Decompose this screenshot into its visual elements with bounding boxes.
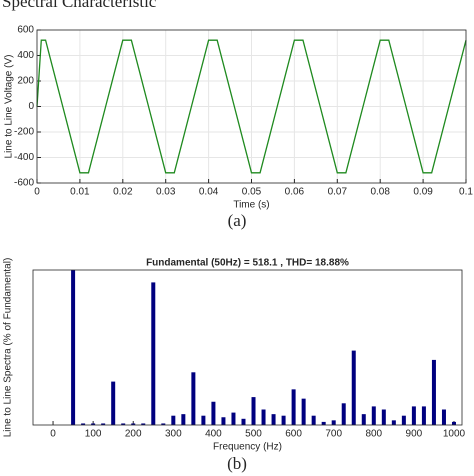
x-tick-label: 0.02 (113, 187, 133, 198)
y-tick-label: -200 (14, 127, 34, 138)
bar (371, 406, 376, 425)
bar (281, 415, 286, 425)
y-tick-label: -400 (14, 152, 34, 163)
bar (181, 414, 186, 425)
bar (411, 406, 416, 425)
bar (351, 350, 356, 425)
bar (241, 418, 246, 425)
x-tick-label: 0.08 (370, 187, 390, 198)
bar (171, 415, 176, 425)
bar (381, 409, 386, 425)
bar (401, 415, 406, 425)
y-tick-label: 200 (17, 76, 34, 87)
bar (311, 415, 316, 425)
bar (141, 423, 146, 425)
y-tick-label: 0 (28, 101, 34, 112)
x-tick-label: 0.1 (459, 187, 473, 198)
chart-title: Fundamental (50Hz) = 518.1 , THD= 18.88% (146, 258, 349, 269)
x-tick-label: 0.09 (413, 187, 433, 198)
bar (151, 282, 156, 425)
bar (321, 421, 326, 425)
x-tick-label: 0.06 (285, 187, 305, 198)
y-tick-label: 400 (17, 50, 34, 61)
bar (71, 270, 76, 425)
bar (201, 415, 206, 425)
y-tick-label: -600 (14, 178, 34, 189)
bar (81, 423, 86, 425)
y-axis-label: Line to Line Spectra (% of Fundamental) (3, 258, 14, 438)
y-axis-label: Line to Line Voltage (V) (4, 55, 15, 159)
caption: (a) (228, 211, 247, 230)
bar (251, 397, 256, 425)
caption: (b) (227, 454, 247, 473)
line (36, 39, 467, 174)
bar (361, 414, 366, 425)
bar (421, 406, 426, 425)
y-tick-label: 600 (17, 25, 34, 36)
x-tick-label: 0.03 (156, 187, 176, 198)
bar (331, 420, 336, 425)
bar (91, 423, 96, 425)
x-tick-label: 500 (245, 429, 262, 440)
bar (441, 409, 446, 425)
x-axis-label: Frequency (Hz) (213, 442, 282, 453)
plot-area (33, 270, 462, 425)
x-tick-label: 0 (34, 187, 40, 198)
bar (221, 417, 226, 425)
x-tick-label: 900 (406, 429, 423, 440)
bar (261, 409, 266, 425)
x-tick-label: 0.01 (70, 187, 90, 198)
bar (121, 423, 126, 425)
bar (431, 359, 436, 425)
bar (391, 420, 396, 425)
x-tick-label: 800 (365, 429, 382, 440)
plot-frame (32, 269, 463, 426)
bar (101, 423, 106, 425)
x-tick-label: 1000 (443, 429, 466, 440)
plot-frame (36, 29, 467, 184)
bar (291, 389, 296, 425)
bar (451, 421, 456, 425)
bar (211, 401, 216, 425)
bar (301, 398, 306, 425)
x-tick-label: 0 (50, 429, 56, 440)
bar (191, 372, 196, 425)
bar (231, 412, 236, 425)
x-tick-label: 0.04 (199, 187, 219, 198)
x-tick-label: 0.05 (242, 187, 262, 198)
x-tick-label: 400 (205, 429, 222, 440)
x-tick-label: 100 (85, 429, 102, 440)
x-tick-label: 700 (325, 429, 342, 440)
bar (161, 423, 166, 425)
bar (341, 403, 346, 425)
page-title: Spectral Characteristic (2, 0, 157, 11)
x-tick-label: 200 (125, 429, 142, 440)
bar (131, 423, 136, 425)
x-tick-label: 600 (285, 429, 302, 440)
bar (271, 414, 276, 425)
x-tick-label: 0.07 (328, 187, 348, 198)
x-axis-label: Time (s) (233, 200, 269, 211)
x-tick-label: 300 (165, 429, 182, 440)
bar (111, 381, 116, 425)
